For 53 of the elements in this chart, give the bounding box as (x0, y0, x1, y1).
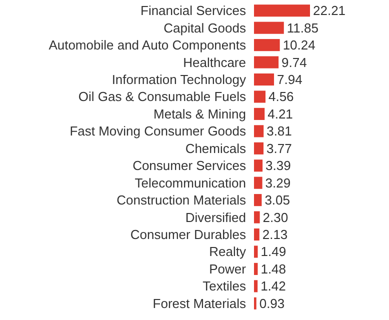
y-tick-label: Fast Moving Consumer Goods (70, 124, 246, 139)
y-tick-label: Diversified (185, 210, 246, 225)
data-label: 1.49 (260, 244, 286, 260)
bar (254, 142, 264, 154)
y-tick-label: Information Technology (112, 72, 246, 87)
y-tick-label: Construction Materials (116, 192, 246, 208)
y-tick-label: Telecommunication (134, 175, 246, 190)
bar (254, 194, 262, 206)
data-label: 1.48 (260, 261, 286, 276)
data-label: 3.05 (264, 192, 290, 208)
bar (254, 56, 279, 68)
data-label: 3.29 (265, 175, 291, 190)
data-label: 10.24 (282, 38, 316, 53)
bar (254, 176, 262, 189)
y-tick-label: Financial Services (140, 3, 246, 18)
bar (254, 246, 258, 258)
data-label: 22.21 (313, 3, 346, 18)
data-label: 11.85 (286, 20, 318, 36)
y-tick-label: Consumer Services (132, 158, 246, 174)
y-tick-label: Oil Gas & Consumable Fuels (78, 89, 246, 104)
data-label: 2.13 (262, 227, 288, 242)
data-label: 3.77 (266, 140, 292, 156)
bar (254, 90, 266, 103)
data-label: 9.74 (282, 54, 307, 70)
y-tick-label: Chemicals (185, 140, 246, 156)
y-tick-label: Power (209, 261, 247, 276)
data-label: 3.81 (266, 124, 292, 139)
bar (254, 39, 280, 52)
y-tick-label: Consumer Durables (130, 227, 246, 242)
bar (254, 73, 274, 86)
bar (254, 262, 258, 275)
bar (254, 160, 263, 172)
y-tick-label: Metals & Mining (154, 106, 246, 122)
bar (254, 280, 258, 292)
data-label: 0.93 (259, 296, 285, 311)
data-label: 2.30 (262, 210, 288, 225)
y-tick-label: Capital Goods (164, 20, 246, 36)
y-tick-label: Textiles (202, 278, 246, 294)
bar (254, 228, 260, 241)
bar (254, 22, 284, 34)
bar (254, 125, 264, 138)
data-label: 7.94 (277, 72, 302, 87)
data-label: 3.39 (266, 158, 291, 174)
bar (254, 211, 260, 224)
data-label: 4.21 (268, 106, 293, 122)
bar (254, 4, 310, 17)
bar (254, 108, 265, 120)
y-tick-label: Realty (209, 244, 246, 260)
data-label: 4.56 (268, 89, 294, 104)
data-label: 1.42 (260, 278, 286, 294)
y-tick-label: Forest Materials (152, 296, 246, 311)
y-tick-label: Automobile and Auto Components (48, 38, 246, 53)
y-tick-label: Healthcare (183, 54, 246, 70)
